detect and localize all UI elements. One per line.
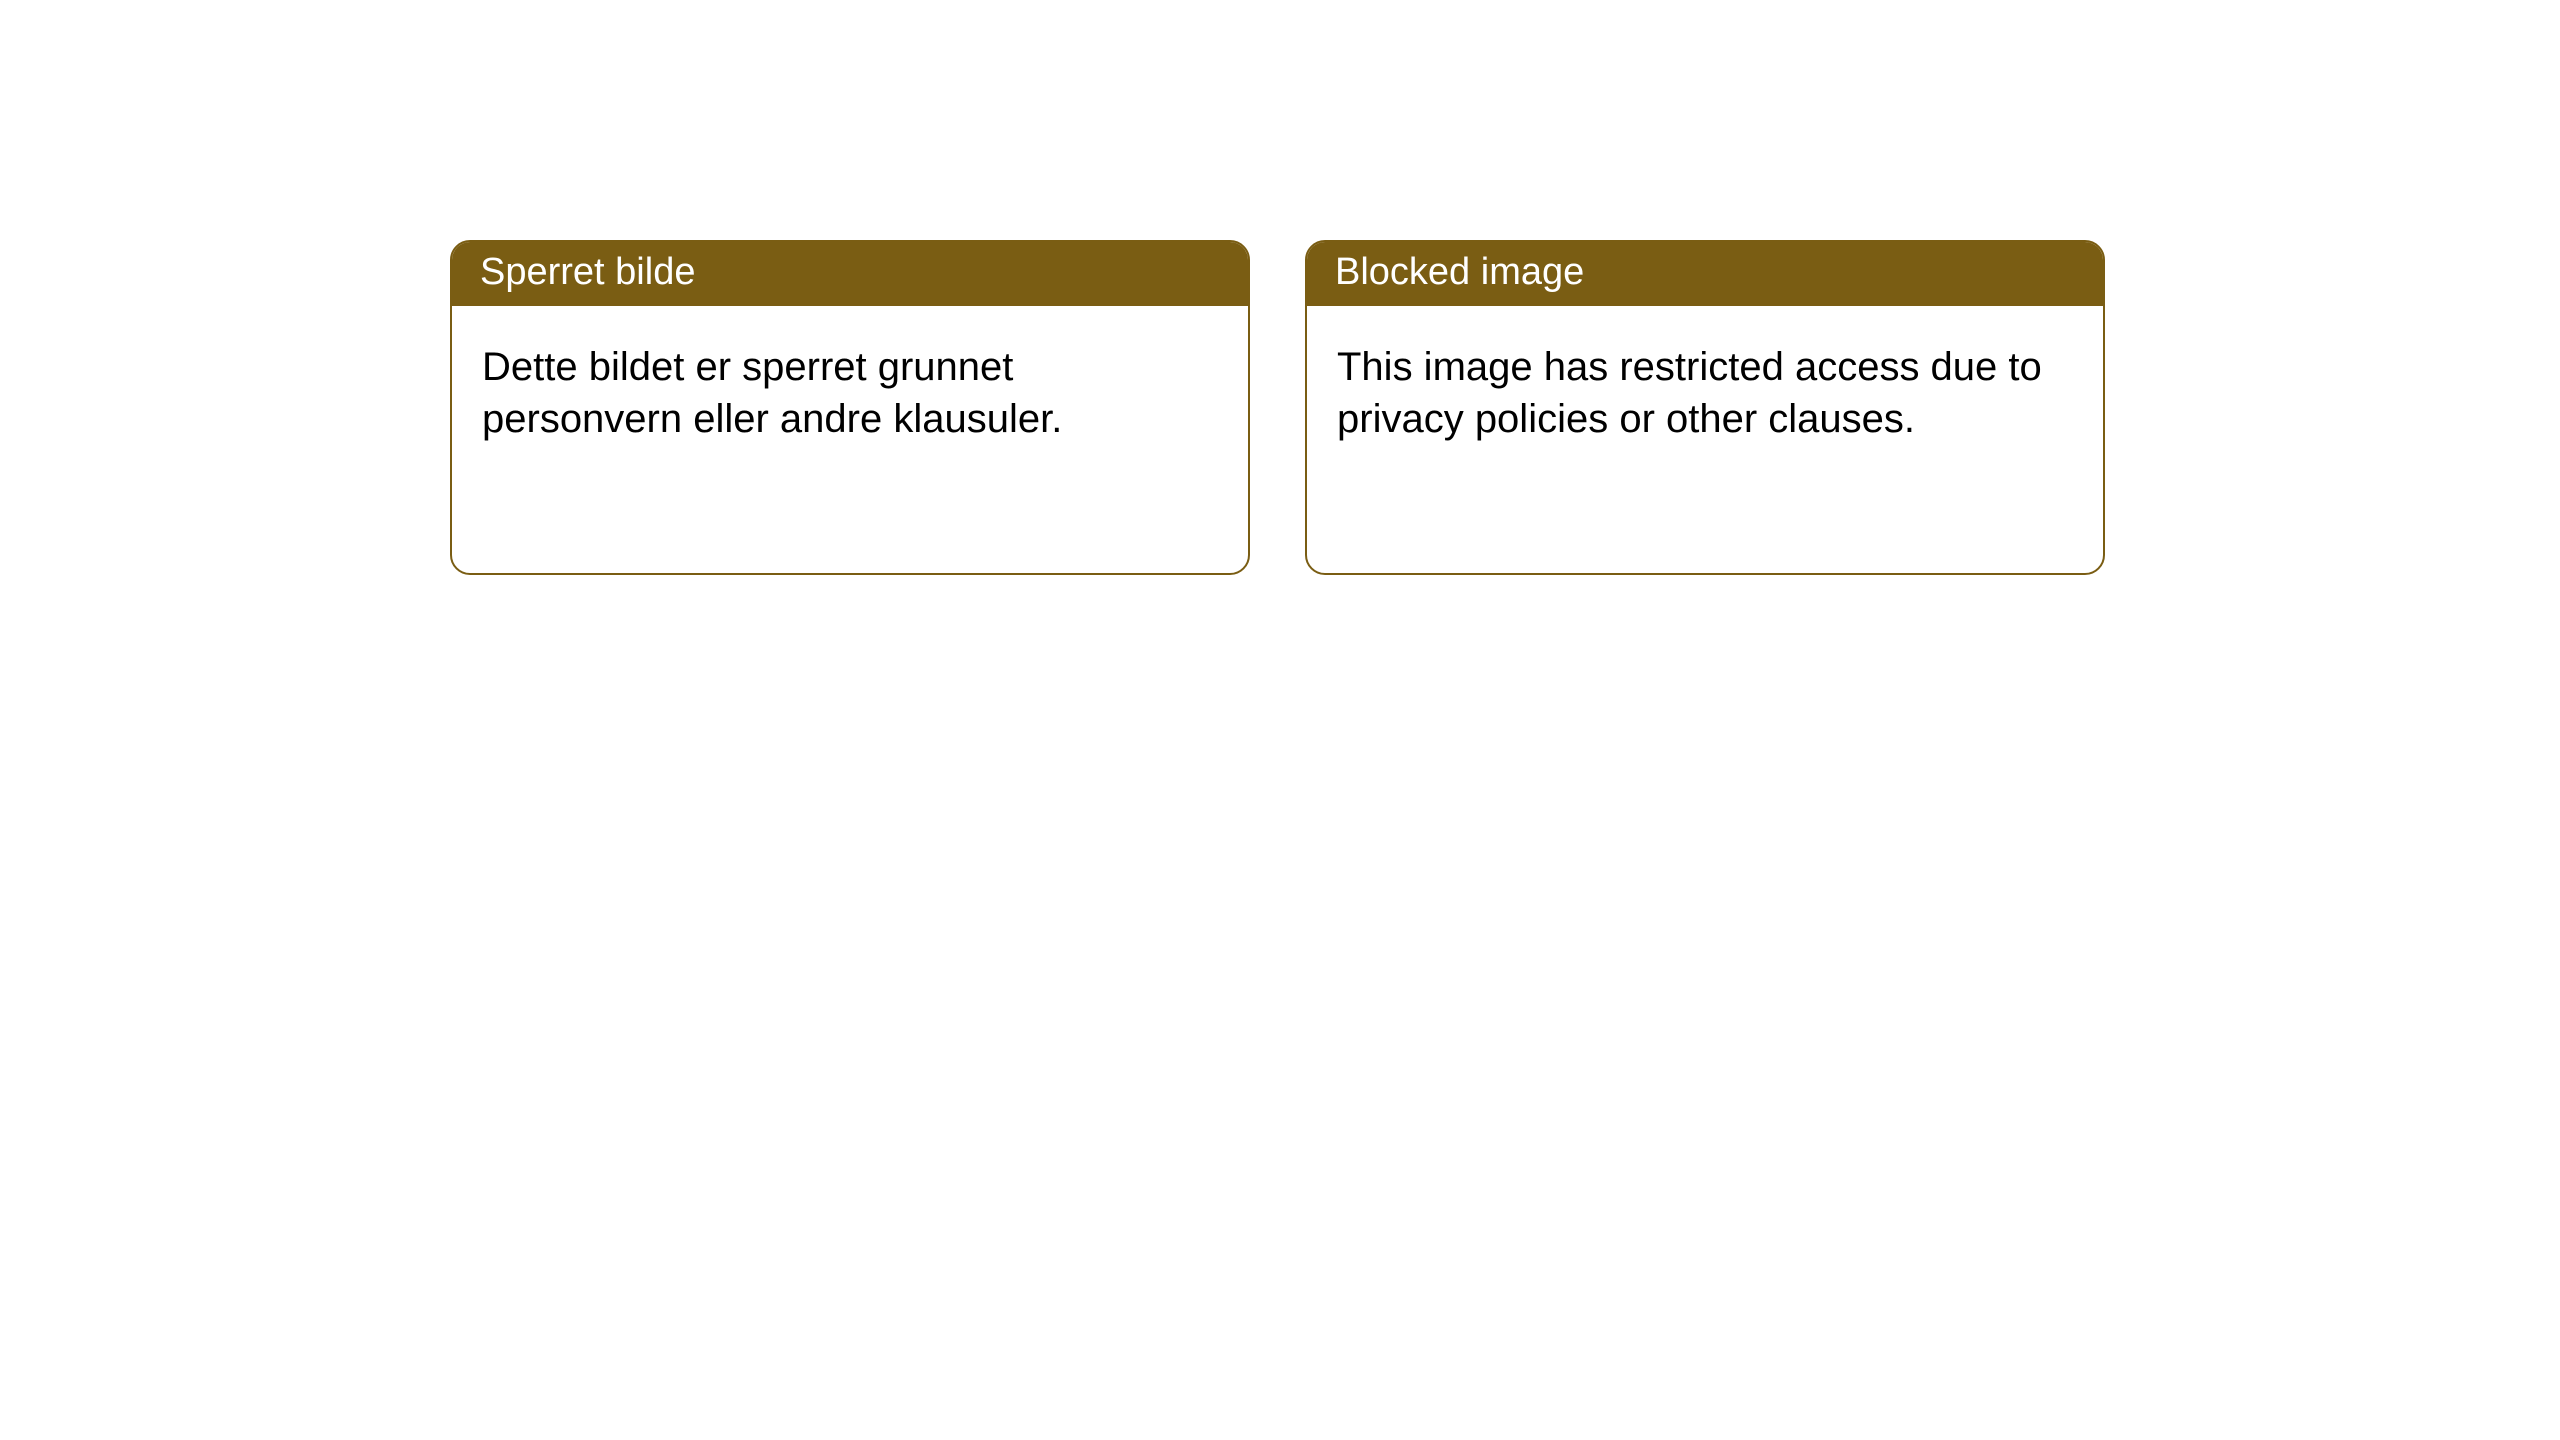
notice-body: This image has restricted access due to … [1307, 306, 2103, 480]
notice-title: Sperret bilde [452, 242, 1248, 306]
notice-container: Sperret bilde Dette bildet er sperret gr… [0, 0, 2560, 575]
notice-card-english: Blocked image This image has restricted … [1305, 240, 2105, 575]
notice-title: Blocked image [1307, 242, 2103, 306]
notice-body: Dette bildet er sperret grunnet personve… [452, 306, 1248, 480]
notice-card-norwegian: Sperret bilde Dette bildet er sperret gr… [450, 240, 1250, 575]
